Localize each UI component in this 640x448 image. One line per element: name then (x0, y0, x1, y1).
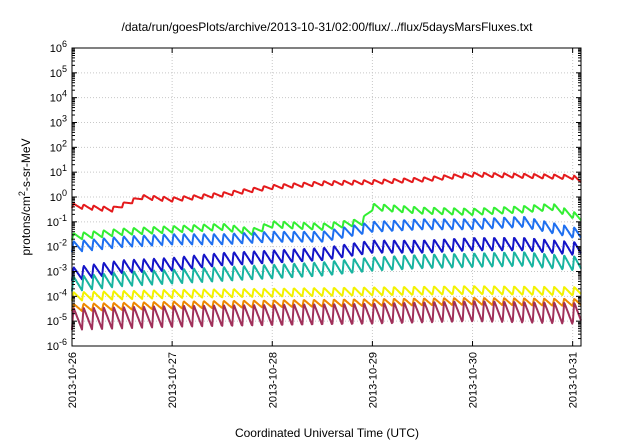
y-tick-label: 10-5 (47, 312, 67, 328)
y-tick-exponent: -1 (59, 213, 67, 223)
y-tick-label: 101 (50, 163, 67, 179)
axes (71, 47, 582, 347)
x-tick-label: 2013-10-27 (167, 352, 179, 408)
series-line-6 (71, 285, 582, 302)
y-tick-label: 103 (50, 114, 67, 130)
y-tick-base: 10 (50, 192, 62, 204)
y-tick-base: 10 (50, 68, 62, 80)
y-tick-base: 10 (47, 242, 59, 254)
y-tick-exponent: 3 (62, 114, 67, 124)
y-tick-exponent: -2 (59, 238, 67, 248)
x-tick-label: 2013-10-31 (568, 352, 580, 408)
y-tick-label: 100 (50, 188, 67, 204)
y-tick-label: 104 (50, 89, 67, 105)
series-line-8 (71, 300, 582, 331)
y-ticks: 10-610-510-410-310-210-11001011021031041… (47, 39, 67, 353)
x-tick-label: 2013-10-29 (367, 352, 379, 408)
y-tick-exponent: 5 (62, 64, 67, 74)
x-tick-label: 2013-10-28 (267, 352, 279, 408)
y-tick-label: 10-1 (47, 213, 67, 229)
y-tick-exponent: 6 (62, 39, 67, 49)
y-tick-exponent: -3 (59, 263, 67, 273)
y-tick-base: 10 (50, 118, 62, 130)
series-layer (71, 171, 582, 331)
y-tick-exponent: -4 (59, 287, 67, 297)
y-tick-base: 10 (47, 291, 59, 303)
y-tick-label: 10-2 (47, 238, 67, 254)
y-tick-label: 105 (50, 64, 67, 80)
y-axis-label: protons/cm2-s-sr-MeV (17, 138, 33, 255)
y-axis-label-rest: -s-sr-MeV (19, 138, 33, 191)
plot-border (71, 47, 582, 347)
y-tick-exponent: -6 (59, 337, 67, 347)
series-line-2 (71, 203, 582, 241)
y-tick-label: 102 (50, 138, 67, 154)
y-tick-exponent: 0 (62, 188, 67, 198)
y-tick-base: 10 (50, 43, 62, 55)
y-tick-base: 10 (50, 142, 62, 154)
series-line-4 (71, 237, 582, 281)
y-tick-base: 10 (47, 217, 59, 229)
x-axis-label: Coordinated Universal Time (UTC) (235, 426, 419, 440)
y-axis-label-main: protons/cm (19, 196, 33, 255)
y-tick-label: 10-4 (47, 287, 67, 303)
series-line-3 (71, 216, 582, 253)
y-tick-base: 10 (50, 93, 62, 105)
series-line-1 (71, 171, 582, 213)
series-line-7 (71, 297, 582, 312)
y-tick-base: 10 (47, 267, 59, 279)
x-tick-label: 2013-10-30 (468, 352, 480, 408)
x-tick-label: 2013-10-26 (67, 352, 79, 408)
y-tick-exponent: 4 (62, 89, 67, 99)
y-tick-exponent: 1 (62, 163, 67, 173)
x-ticks: 2013-10-26 2013-10-27 2013-10-28 2013-10-29… (67, 352, 580, 408)
y-tick-base: 10 (50, 167, 62, 179)
y-tick-label: 10-6 (47, 337, 67, 353)
y-axis-label-sup: 2 (17, 191, 27, 196)
series-line-5 (71, 251, 582, 292)
y-tick-base: 10 (47, 341, 59, 353)
y-tick-exponent: 2 (62, 138, 67, 148)
y-tick-label: 10-3 (47, 263, 67, 279)
y-tick-base: 10 (47, 316, 59, 328)
chart-title: /data/run/goesPlots/archive/2013-10-31/0… (122, 20, 534, 34)
y-tick-exponent: -5 (59, 312, 67, 322)
y-tick-label: 106 (50, 39, 67, 55)
